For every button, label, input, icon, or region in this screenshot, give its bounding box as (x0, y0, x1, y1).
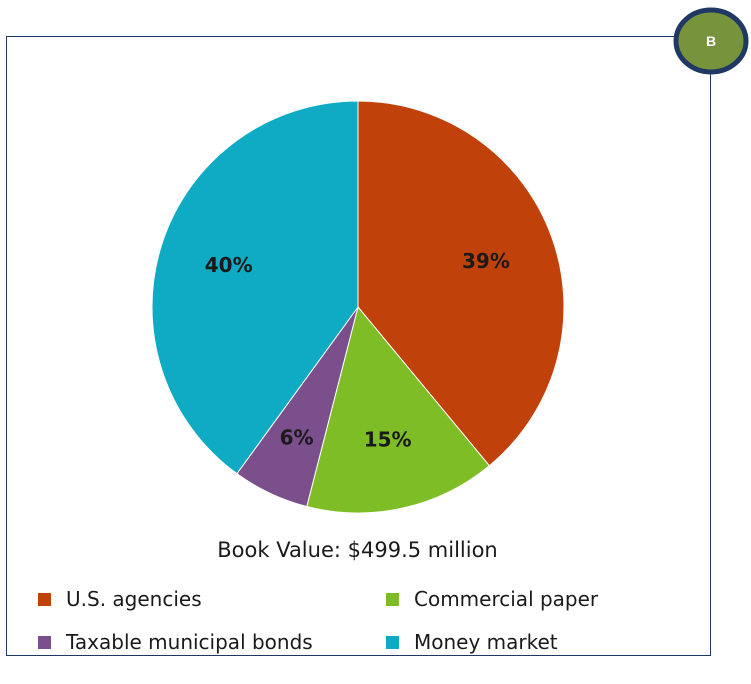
pie-slice-money-market (151, 100, 359, 475)
legend-swatch (38, 592, 51, 606)
chart-title: Book Value: $499.5 million (217, 538, 498, 562)
pie-slice-commercial-paper (306, 305, 491, 514)
data-label-money-market: 40% (205, 253, 253, 277)
badge-circle (673, 7, 749, 75)
legend-swatch (386, 592, 399, 606)
data-label-commercial-paper: 15% (364, 428, 412, 452)
legend-item: Commercial paper (386, 585, 676, 613)
chart-frame (6, 36, 711, 656)
legend-item: Money market (386, 628, 676, 656)
legend-label: Taxable municipal bonds (66, 630, 313, 654)
badge-label: B (706, 33, 716, 49)
legend-label: Money market (414, 630, 558, 654)
section-badge: B (673, 7, 749, 75)
pie-chart: 39% 15% 6% 40% (151, 100, 565, 514)
legend-swatch (38, 635, 51, 649)
legend-label: Commercial paper (414, 587, 599, 611)
legend-swatch (386, 635, 399, 649)
data-label-taxable-municipal-bonds: 6% (280, 425, 314, 449)
legend-item: Taxable municipal bonds (38, 628, 386, 656)
data-label-u-s-agencies: 39% (462, 249, 510, 273)
legend-label: U.S. agencies (66, 587, 202, 611)
chart-legend: U.S. agencies Commercial paper Taxable m… (38, 585, 678, 656)
pie-slice-u-s-agencies (357, 100, 565, 467)
legend-item: U.S. agencies (38, 585, 386, 613)
